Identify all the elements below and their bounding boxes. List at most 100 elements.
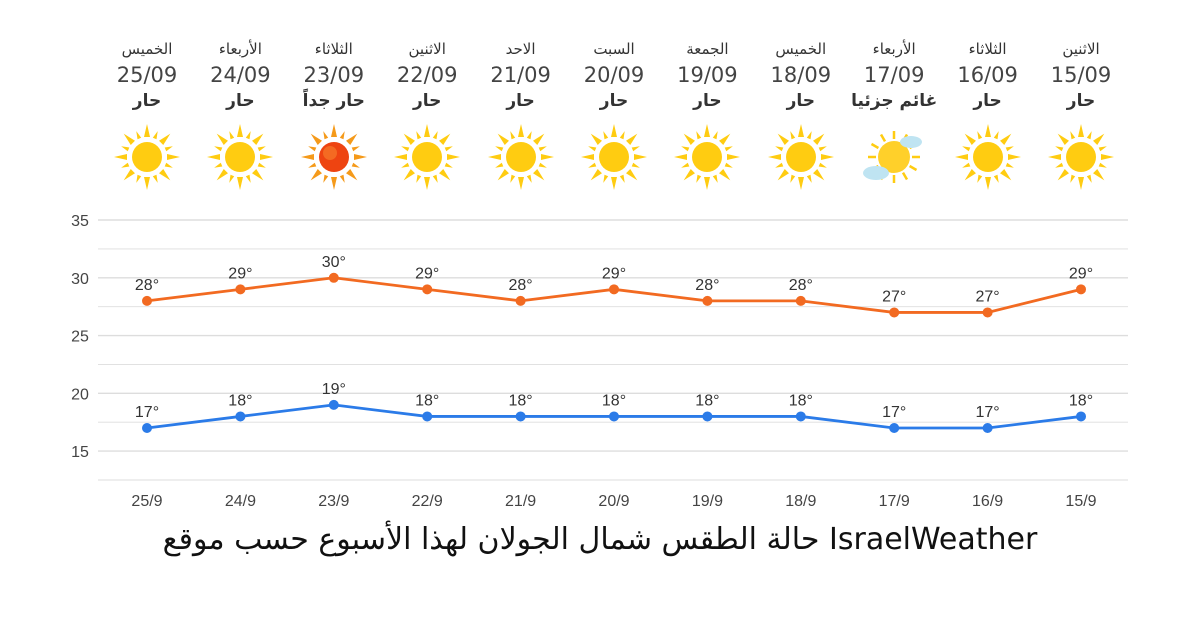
day-condition: حار bbox=[132, 91, 162, 111]
day-condition: حار bbox=[412, 91, 442, 111]
forecast-day: الأربعاء 24/09 حار bbox=[192, 38, 288, 192]
day-date: 19/09 bbox=[677, 63, 738, 87]
data-label: 27° bbox=[882, 288, 906, 305]
data-point bbox=[889, 307, 900, 318]
data-label: 28° bbox=[789, 277, 813, 294]
day-condition: حار bbox=[973, 91, 1002, 111]
data-point bbox=[515, 295, 526, 306]
sun-icon bbox=[486, 122, 556, 192]
data-point bbox=[609, 284, 619, 295]
data-label: 18° bbox=[1069, 392, 1093, 409]
day-condition: حار bbox=[1066, 91, 1096, 111]
data-point bbox=[702, 295, 713, 306]
data-point bbox=[702, 411, 713, 422]
day-date: 24/09 bbox=[210, 63, 271, 87]
data-label: 18° bbox=[508, 392, 532, 409]
data-point bbox=[889, 423, 900, 433]
data-point bbox=[982, 423, 993, 433]
data-label: 28° bbox=[695, 277, 719, 294]
day-name: الاثنين bbox=[1062, 40, 1100, 58]
y-tick-label: 25 bbox=[71, 329, 89, 346]
data-label: 18° bbox=[415, 392, 439, 409]
day-name: الأربعاء bbox=[218, 40, 262, 58]
sun-icon bbox=[1046, 122, 1116, 192]
x-tick-label: 25/9 bbox=[131, 493, 162, 510]
x-tick-label: 16/9 bbox=[972, 493, 1003, 510]
y-tick-label: 15 bbox=[71, 444, 89, 461]
sun-icon bbox=[672, 122, 742, 192]
data-point bbox=[142, 423, 152, 433]
x-tick-label: 19/9 bbox=[692, 493, 723, 510]
data-label: 28° bbox=[135, 277, 159, 294]
data-label: 29° bbox=[228, 265, 252, 282]
forecast-day: الخميس 18/09 حار bbox=[753, 38, 849, 192]
day-name: الخميس bbox=[121, 40, 173, 58]
x-tick-label: 15/9 bbox=[1065, 493, 1096, 510]
day-name: الجمعة bbox=[686, 40, 729, 58]
day-date: 23/09 bbox=[303, 63, 365, 87]
day-date: 22/09 bbox=[396, 63, 458, 87]
data-point bbox=[1076, 411, 1086, 422]
data-point bbox=[982, 307, 993, 318]
data-label: 19° bbox=[322, 381, 346, 398]
sun-icon bbox=[766, 122, 836, 192]
day-name: الأربعاء bbox=[872, 40, 916, 58]
data-label: 29° bbox=[602, 265, 626, 282]
day-date: 25/09 bbox=[116, 63, 178, 87]
partly-cloudy-icon bbox=[859, 122, 929, 192]
data-label: 30° bbox=[322, 254, 346, 271]
y-tick-label: 35 bbox=[71, 213, 89, 230]
x-tick-label: 24/9 bbox=[225, 493, 256, 510]
x-tick-label: 20/9 bbox=[598, 493, 629, 510]
data-label: 29° bbox=[1069, 265, 1093, 282]
data-point bbox=[328, 272, 339, 283]
data-point bbox=[142, 295, 152, 306]
data-point bbox=[328, 399, 339, 410]
data-point bbox=[422, 284, 433, 295]
x-tick-label: 21/9 bbox=[505, 493, 536, 510]
day-condition: حار bbox=[599, 91, 629, 111]
data-point bbox=[609, 411, 619, 422]
data-label: 18° bbox=[695, 392, 719, 409]
forecast-day: الثلاثاء 23/09 حار جداً bbox=[286, 38, 382, 192]
day-condition: حار bbox=[786, 91, 815, 111]
sun-icon bbox=[392, 122, 462, 192]
data-point bbox=[235, 411, 246, 422]
x-tick-label: 18/9 bbox=[785, 493, 816, 510]
day-condition: حار bbox=[506, 91, 535, 111]
sun-icon bbox=[205, 122, 275, 192]
data-label: 27° bbox=[975, 288, 999, 305]
hot-sun-icon bbox=[299, 122, 369, 192]
data-point bbox=[235, 284, 246, 295]
forecast-day: الثلاثاء 16/09 حار bbox=[940, 38, 1036, 192]
day-name: الاحد bbox=[505, 40, 536, 58]
day-name: السبت bbox=[593, 40, 635, 58]
day-name: الثلاثاء bbox=[314, 40, 353, 58]
data-label: 28° bbox=[508, 277, 532, 294]
x-tick-label: 22/9 bbox=[412, 493, 443, 510]
forecast-day: الاحد 21/09 حار bbox=[473, 38, 569, 192]
data-label: 17° bbox=[975, 404, 999, 421]
series-line bbox=[146, 276, 1082, 314]
data-point bbox=[1076, 284, 1086, 295]
forecast-day: السبت 20/09 حار bbox=[566, 38, 662, 192]
forecast-day: الاثنين 22/09 حار bbox=[379, 38, 475, 192]
data-label: 18° bbox=[228, 392, 252, 409]
day-name: الاثنين bbox=[408, 40, 446, 58]
forecast-day: الخميس 25/09 حار bbox=[99, 38, 195, 192]
data-point bbox=[422, 411, 433, 422]
day-condition: حار bbox=[226, 91, 255, 111]
data-point bbox=[795, 411, 806, 422]
data-point bbox=[795, 295, 806, 306]
day-name: الخميس bbox=[775, 40, 827, 58]
day-date: 15/09 bbox=[1050, 63, 1112, 87]
data-label: 17° bbox=[882, 404, 906, 421]
day-name: الثلاثاء bbox=[968, 40, 1007, 58]
data-label: 29° bbox=[415, 265, 439, 282]
data-label: 17° bbox=[135, 404, 159, 421]
data-label: 18° bbox=[789, 392, 813, 409]
day-condition: غائم جزئيا bbox=[851, 91, 938, 111]
forecast-day: الاثنين 15/09 حار bbox=[1033, 38, 1129, 192]
sun-icon bbox=[579, 122, 649, 192]
day-date: 16/09 bbox=[957, 63, 1018, 87]
